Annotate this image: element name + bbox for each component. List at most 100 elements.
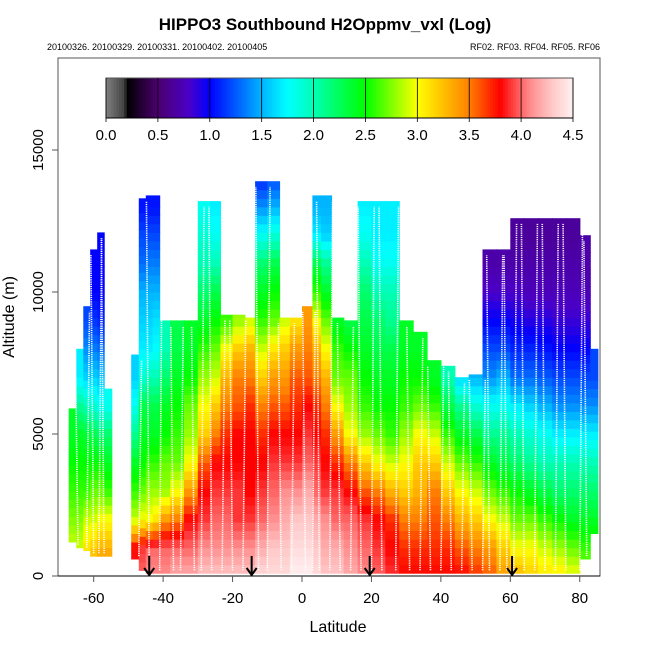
flight-track [394,206,400,571]
heatmap-cell [565,223,581,233]
heatmap-cell [321,436,333,446]
colorbar-swatch [279,78,283,118]
heatmap-cell [197,402,211,412]
heatmap-cell [538,513,553,523]
heatmap-cell [482,470,497,480]
heatmap-cell [170,360,185,370]
heatmap-cell [510,479,525,489]
heatmap-cell [90,411,98,421]
flight-track [485,255,491,571]
heatmap-cell [145,479,154,489]
heatmap-cell [255,547,268,557]
heatmap-cell [538,232,553,242]
colorbar-swatch [562,78,566,118]
heatmap-cell [210,411,221,421]
heatmap-cell [220,462,234,472]
heatmap-cell [510,283,525,293]
heatmap-cell [302,385,313,395]
heatmap-cell [267,385,281,395]
heatmap-cell [131,524,140,534]
heatmap-cell [321,292,333,302]
heatmap-cell [371,201,386,208]
heatmap-cell [267,266,281,276]
heatmap-cell [76,394,84,404]
heatmap-cell [267,206,281,216]
heatmap-cell [267,419,281,429]
heatmap-cell [279,462,291,472]
heatmap-cell [565,218,581,225]
heatmap-cell [482,428,497,438]
heatmap-cell [510,488,525,498]
heatmap-cell [552,428,567,438]
heatmap-cell [145,402,154,412]
heatmap-cell [131,448,140,458]
heatmap-cell [197,470,211,480]
heatmap-cell [524,402,539,412]
heatmap-cell [371,496,386,506]
heatmap-cell [496,411,511,421]
heatmap-cell [321,334,333,344]
heatmap-cell [312,428,322,438]
heatmap-cell [302,564,313,574]
heatmap-cell [565,334,581,344]
heatmap-cell [552,394,567,404]
heatmap-cell [83,354,91,364]
heatmap-cell [496,334,511,344]
heatmap-cell [343,462,359,472]
heatmap-cell [302,360,313,370]
colorbar-swatch [297,78,302,118]
heatmap-cell [145,462,154,472]
flight-track [349,326,355,571]
colorbar-swatch [357,78,361,118]
colorbar-swatch [186,78,190,118]
heatmap-cell [76,462,84,472]
flight-track [277,323,282,571]
heatmap-cell [68,524,77,534]
heatmap-cell [244,317,256,327]
flight-track [512,223,518,571]
heatmap-cell [255,488,268,498]
heatmap-cell [343,377,359,387]
heatmap-cell [590,380,599,390]
heatmap-cell [184,368,199,378]
heatmap-cell [343,334,359,344]
colorbar-swatch [295,78,299,118]
heatmap-cell [76,522,84,532]
heatmap-cell [565,326,581,336]
heatmap-cell [496,377,511,387]
heatmap-cell [83,380,91,390]
colorbar-swatch [240,78,245,118]
heatmap-cell [371,292,386,302]
colorbar-swatch [134,78,138,118]
heatmap-cell [302,496,313,506]
heatmap-cell [510,428,525,438]
heatmap-cell [145,394,154,404]
heatmap-cell [97,513,105,523]
heatmap-cell [552,218,567,225]
heatmap-cell [138,365,147,375]
heatmap-cell [552,351,567,361]
heatmap-cell [579,550,591,560]
colorbar-swatch [300,78,304,118]
heatmap-cell [524,453,539,463]
heatmap-cell [68,507,77,517]
heatmap-cell [440,419,456,429]
heatmap-cell [184,428,199,438]
heatmap-cell [76,445,84,455]
heatmap-cell [244,522,256,532]
heatmap-cell [496,394,511,404]
heatmap-cell [321,223,333,233]
heatmap-cell [331,317,345,327]
heatmap-cell [440,470,456,480]
heatmap-cell [159,547,171,557]
colorbar-swatch [139,78,143,118]
colorbar-swatch [173,78,177,118]
heatmap-cell [482,317,497,327]
heatmap-cell [510,394,525,404]
flight-track [583,240,588,557]
flight-track [290,323,296,571]
heatmap-cell [255,283,268,293]
heatmap-cell [565,479,581,489]
heatmap-cell [312,326,322,336]
heatmap-cell [357,522,373,532]
